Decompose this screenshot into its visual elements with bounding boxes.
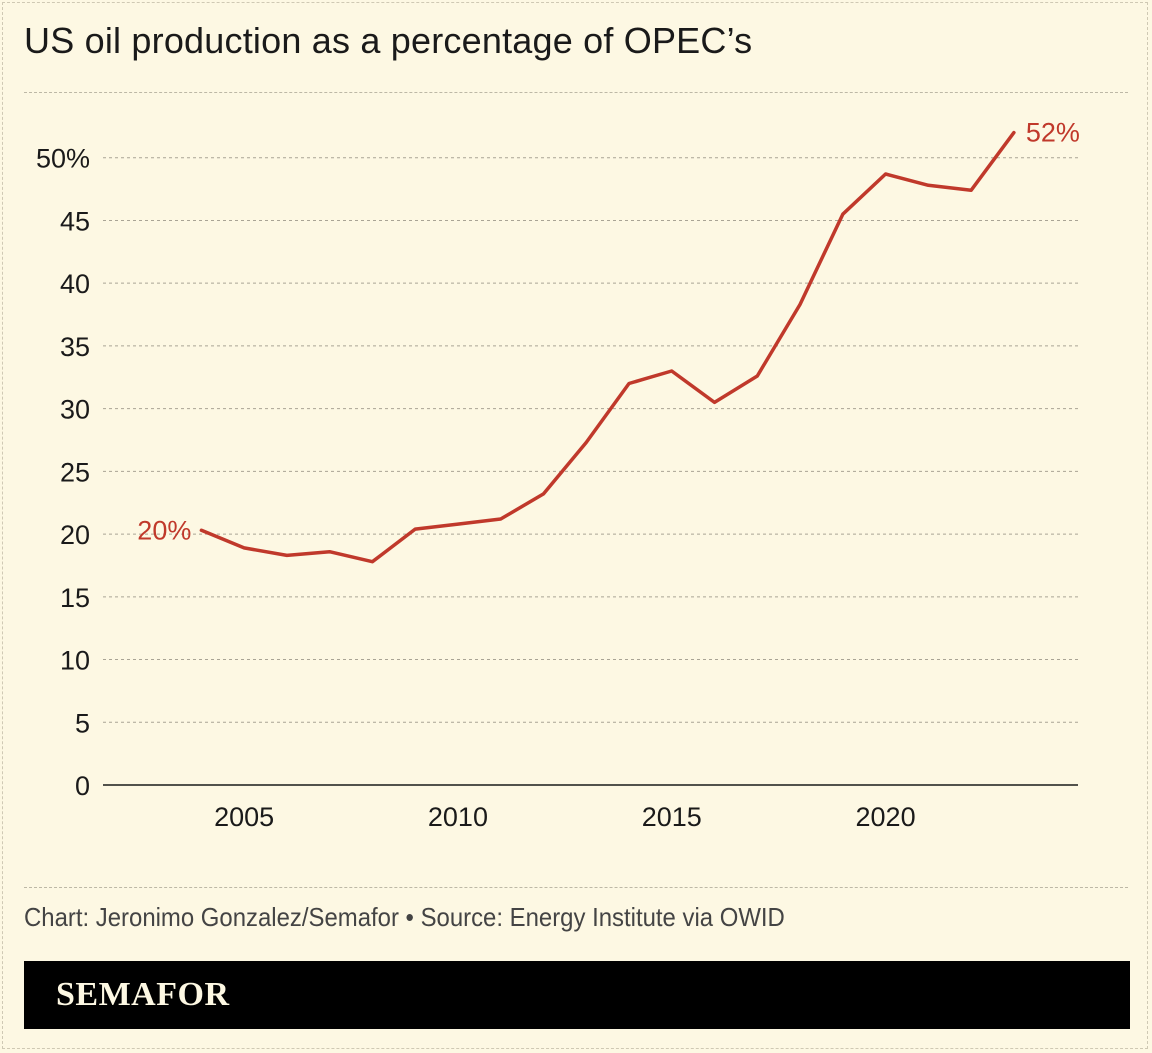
bottom-divider (24, 887, 1128, 888)
x-tick-label: 2005 (214, 802, 274, 832)
data-label: 52% (1026, 118, 1080, 148)
y-tick-label: 20 (60, 520, 90, 550)
semafor-logo: SEMAFOR (56, 976, 230, 1013)
data-label: 20% (137, 515, 191, 545)
y-tick-label: 10 (60, 646, 90, 676)
y-tick-label: 5 (75, 708, 90, 738)
y-tick-label: 15 (60, 583, 90, 613)
y-tick-label: 35 (60, 332, 90, 362)
y-tick-label: 30 (60, 395, 90, 425)
y-tick-label: 50% (36, 144, 90, 174)
chart-credit: Chart: Jeronimo Gonzalez/Semafor • Sourc… (24, 902, 785, 932)
y-tick-label: 0 (75, 771, 90, 801)
x-tick-label: 2020 (856, 802, 916, 832)
series-line (199, 130, 1016, 564)
chart-title: US oil production as a percentage of OPE… (24, 20, 753, 61)
top-divider (24, 92, 1128, 93)
x-tick-label: 2015 (642, 802, 702, 832)
y-tick-label: 45 (60, 206, 90, 236)
x-tick-label: 2010 (428, 802, 488, 832)
y-tick-label: 40 (60, 269, 90, 299)
brand-bar: SEMAFOR (24, 961, 1130, 1029)
y-tick-label: 25 (60, 457, 90, 487)
line-chart: 0 5 10 15 20 25 30 35 40 45 50% 2005 2010 2015 2020 20%… (36, 118, 1080, 832)
